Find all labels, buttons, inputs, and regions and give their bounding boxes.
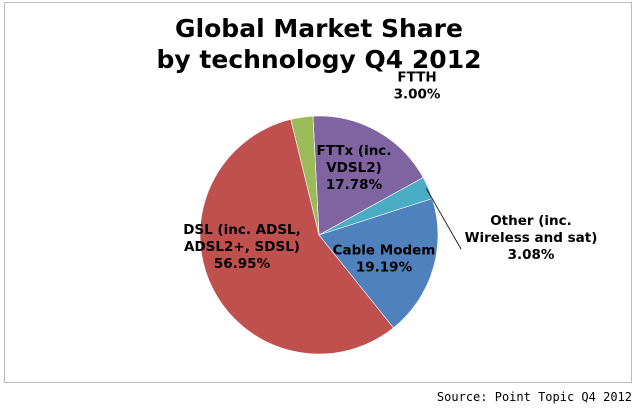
chart-frame: Global Market Share by technology Q4 201… [4,2,632,383]
pie-slice-fttx-inc-vdsl2 [312,115,424,236]
pie-slice-cable-modem [318,198,439,329]
data-label-dsl-inc-adsl-adsl2-sdsl: DSL (inc. ADSL, ADSL2+, SDSL) 56.95% [183,222,301,272]
pie-chart: FTTx (inc. VDSL2) 17.78% Other (inc. Wireles… [183,70,598,355]
data-label-fttx-inc-vdsl2: FTTx (inc. VDSL2) 17.78% [317,143,392,193]
data-label-ftth: FTTH 3.00% [394,70,441,103]
chart-title: Global Market Share by technology Q4 201… [5,13,633,75]
chart-title-line-1: Global Market Share [175,14,463,43]
pie-slice-dsl-inc-adsl-adsl2-sdsl [199,119,394,355]
chart-title-line-2: by technology Q4 2012 [156,45,482,74]
data-label-other-inc-wireless-and-sat: Other (inc. Wireless and sat) 3.08% [465,213,598,263]
leader-line-other-inc-wireless-and-sat [426,188,462,250]
source-note: Source: Point Topic Q4 2012 [436,390,632,404]
data-label-cable-modem: Cable Modem 19.19% [333,243,436,276]
pie-slice-ftth [290,115,320,236]
